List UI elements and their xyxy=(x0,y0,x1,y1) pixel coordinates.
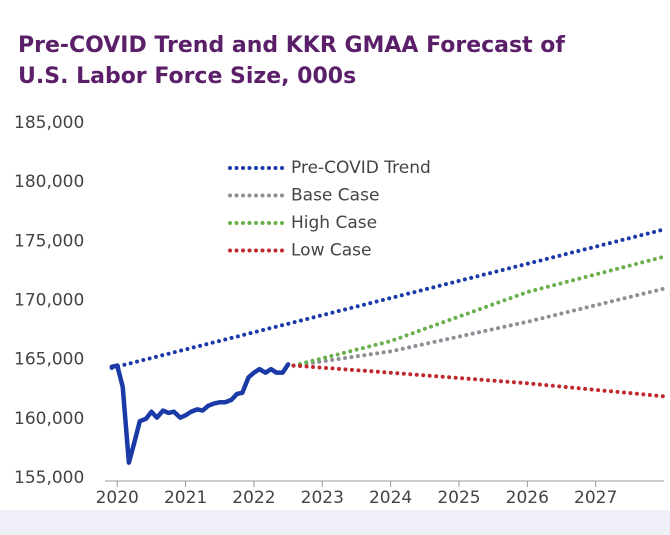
legend-label: High Case xyxy=(291,213,377,233)
x-tick-label: 2023 xyxy=(301,488,344,508)
legend-label: Base Case xyxy=(291,186,379,206)
y-tick-label: 155,000 xyxy=(14,468,84,488)
series-line xyxy=(109,362,291,465)
legend-label: Pre-COVID Trend xyxy=(291,158,431,178)
x-tick-label: 2022 xyxy=(232,488,275,508)
chart-title: U.S. Labor Force Size, 000s xyxy=(18,64,356,89)
x-tick-label: 2021 xyxy=(164,488,207,508)
y-tick-label: 170,000 xyxy=(14,291,84,311)
x-tick-label: 2025 xyxy=(437,488,480,508)
footer-band xyxy=(0,510,670,535)
series-line xyxy=(109,227,666,370)
y-tick-label: 180,000 xyxy=(14,172,84,192)
y-tick-label: 175,000 xyxy=(14,231,84,251)
x-tick-label: 2020 xyxy=(96,488,139,508)
x-tick-label: 2024 xyxy=(369,488,412,508)
x-tick-label: 2026 xyxy=(506,488,549,508)
y-tick-label: 185,000 xyxy=(14,113,84,133)
series-line xyxy=(291,286,666,368)
series-line xyxy=(291,254,666,368)
y-tick-label: 165,000 xyxy=(14,350,84,370)
y-tick-label: 160,000 xyxy=(14,409,84,429)
x-tick-label: 2027 xyxy=(574,488,617,508)
legend-label: Low Case xyxy=(291,241,371,261)
series-line xyxy=(291,363,666,399)
chart-title: Pre-COVID Trend and KKR GMAA Forecast of xyxy=(18,33,565,58)
